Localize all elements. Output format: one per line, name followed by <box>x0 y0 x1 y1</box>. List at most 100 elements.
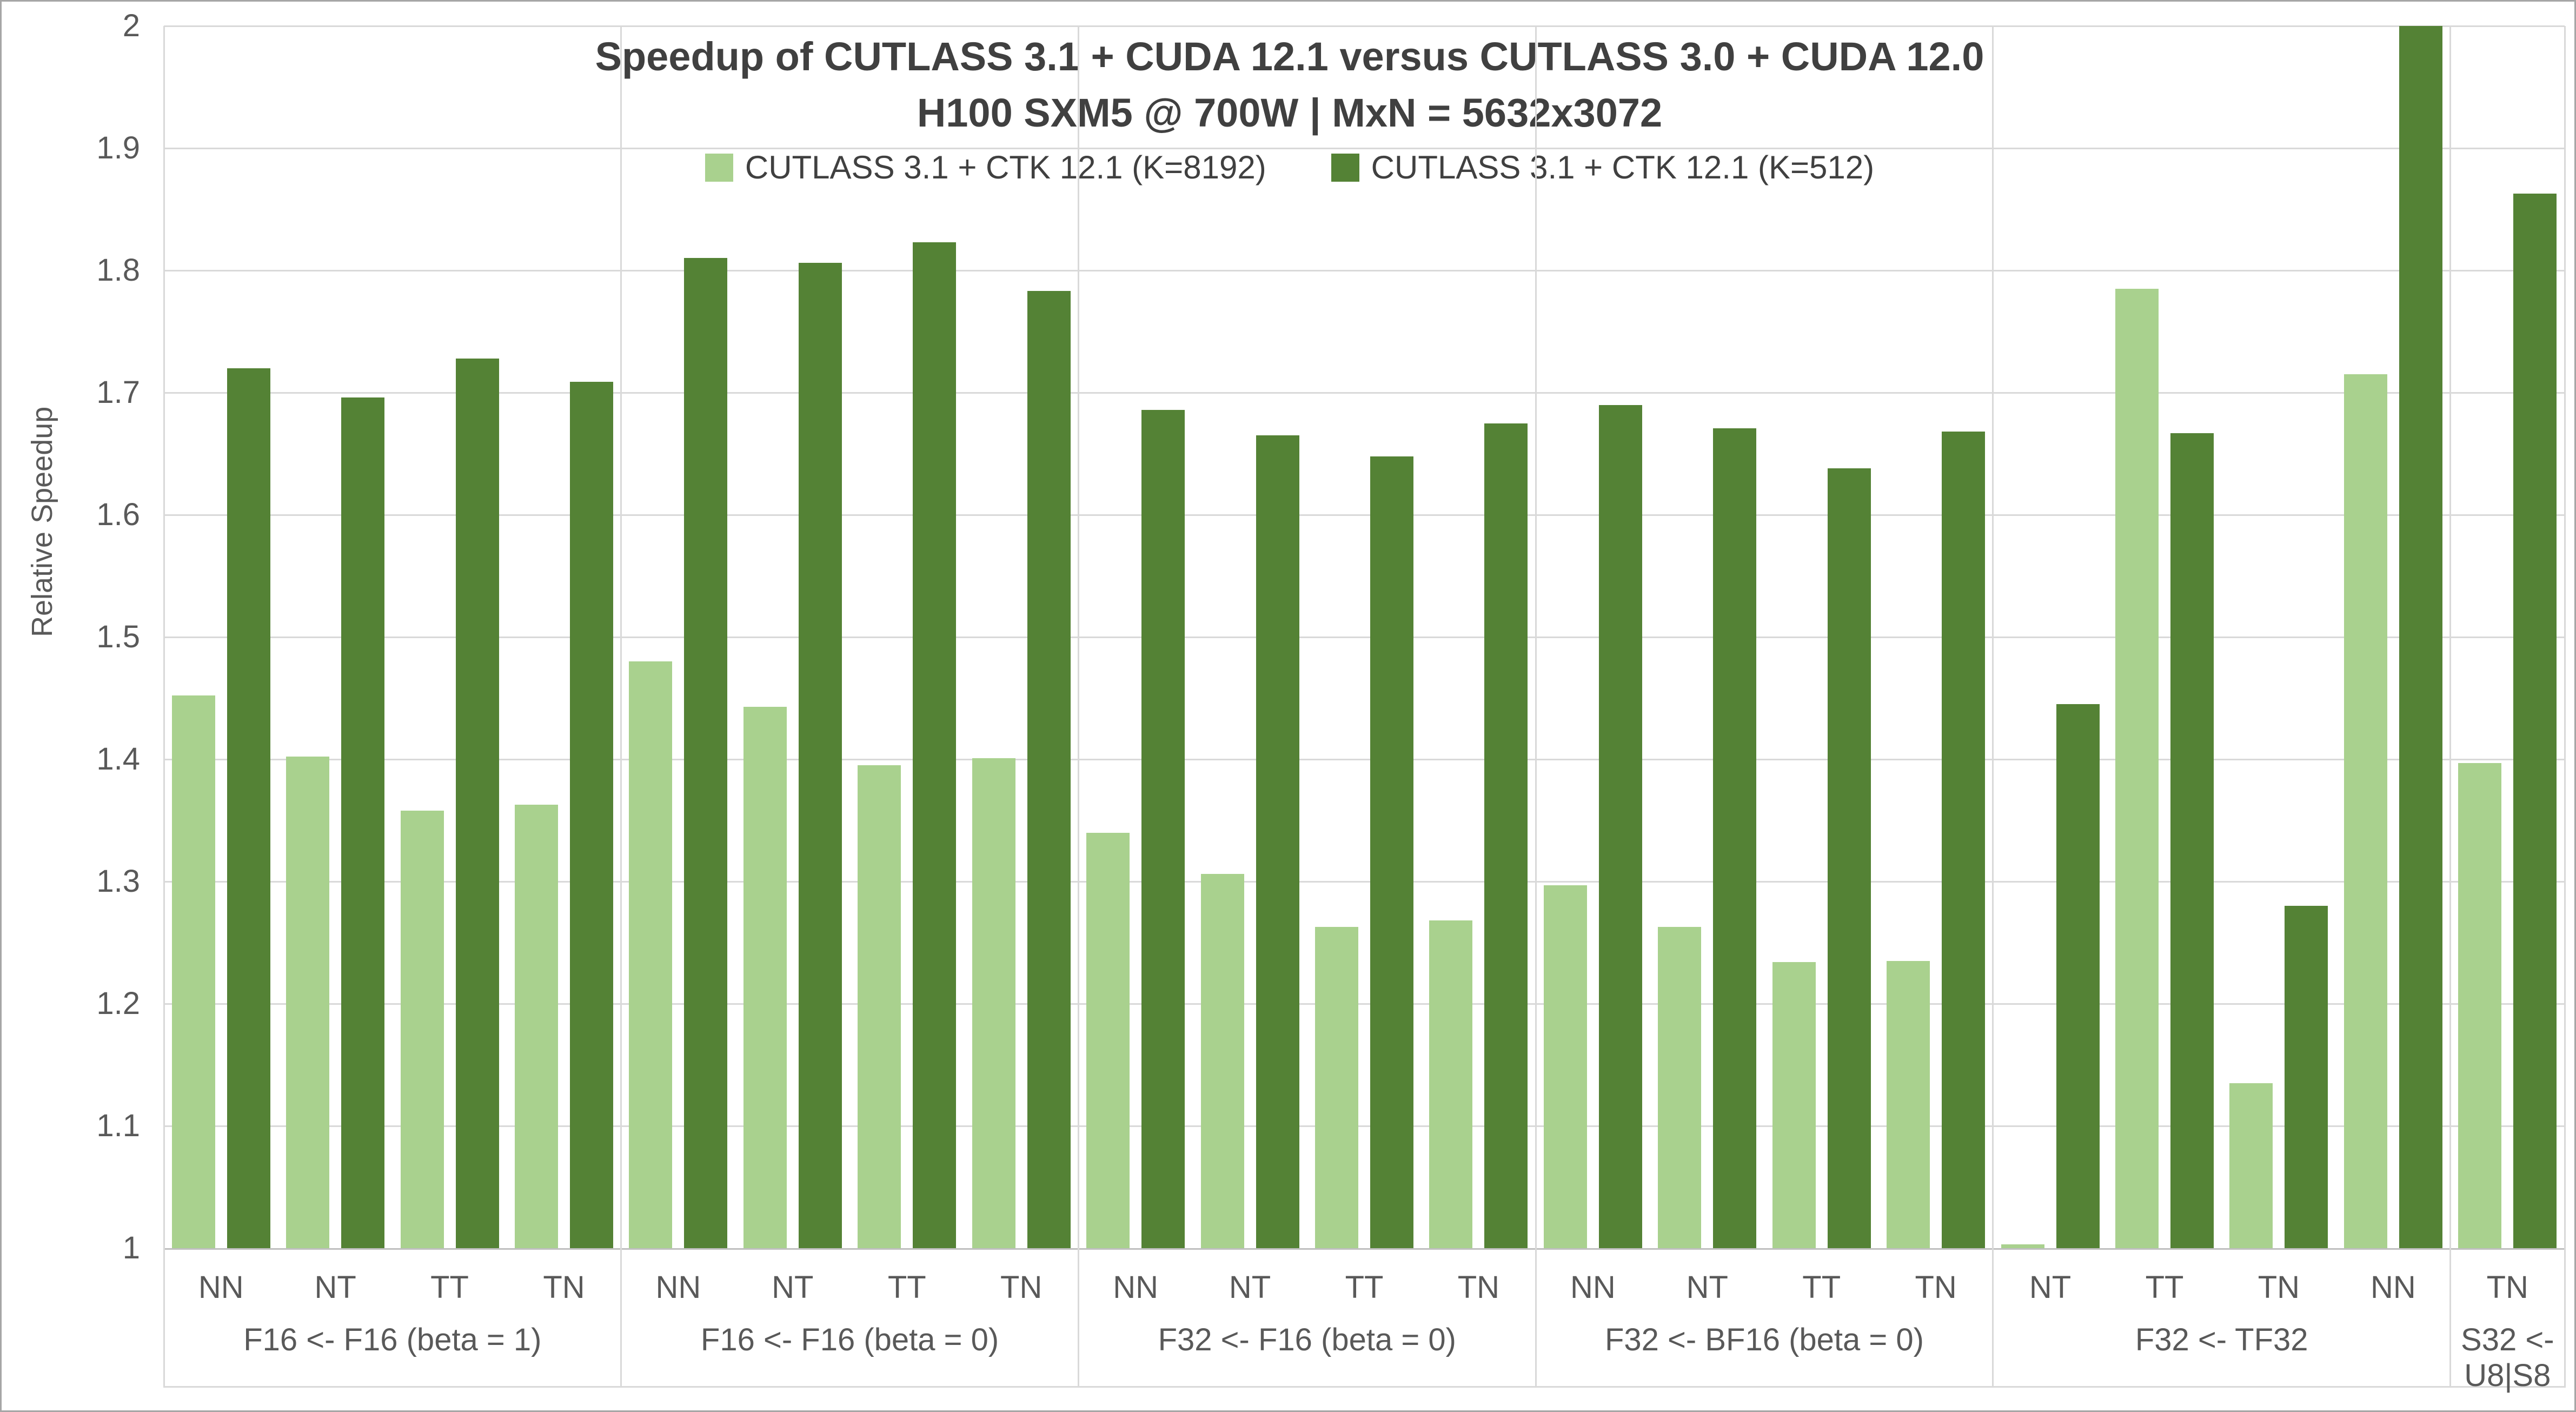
bar-k512-group5-NT <box>2056 704 2100 1248</box>
group-separator-line <box>620 26 622 1388</box>
category-label-NN: NN <box>1570 1270 1616 1305</box>
bar-k512-group6-TN <box>2513 193 2557 1248</box>
bar-k8192-group1-NT <box>286 757 330 1248</box>
gridline-y-1.1 <box>164 1125 2565 1127</box>
bar-k512-group1-TN <box>570 381 613 1248</box>
gridline-y-1.9 <box>164 148 2565 149</box>
category-label-NT: NT <box>2029 1270 2072 1305</box>
category-label-TN: TN <box>1000 1270 1043 1305</box>
category-label-NT: NT <box>1686 1270 1728 1305</box>
category-label-TN: TN <box>2486 1270 2528 1305</box>
category-label-NT: NT <box>772 1270 814 1305</box>
chart-title-line1: Speedup of CUTLASS 3.1 + CUDA 12.1 versu… <box>595 34 1984 79</box>
y-tick-1: 1 <box>122 1230 140 1265</box>
bar-k8192-group5-TN <box>2229 1083 2273 1248</box>
bar-k512-group4-NN <box>1598 405 1642 1248</box>
category-label-NN: NN <box>655 1270 701 1305</box>
plot-area <box>164 25 2565 1248</box>
group-label-4: F32 <- BF16 (beta = 0) <box>1605 1322 1924 1357</box>
group-separator-line <box>2564 26 2566 1388</box>
category-label-NN: NN <box>2370 1270 2416 1305</box>
x-axis-band <box>164 1248 2565 1388</box>
y-tick-1.2: 1.2 <box>96 986 140 1021</box>
bar-k512-group3-NT <box>1256 435 1299 1248</box>
bar-k512-group2-TN <box>1027 291 1071 1248</box>
category-label-TN: TN <box>1915 1270 1957 1305</box>
bar-k512-group4-TT <box>1827 468 1871 1248</box>
gridline-y-2 <box>164 25 2565 27</box>
gridline-y-1.8 <box>164 270 2565 271</box>
y-tick-1.4: 1.4 <box>96 741 140 777</box>
y-tick-1.3: 1.3 <box>96 864 140 899</box>
group-separator-line <box>1077 26 1079 1388</box>
group-separator-line <box>1535 26 1537 1388</box>
bar-k8192-group5-NT <box>2001 1244 2044 1248</box>
gridline-y-1.7 <box>164 392 2565 394</box>
legend-swatch-k512-icon <box>1331 153 1359 182</box>
y-tick-1.8: 1.8 <box>96 253 140 288</box>
bar-k512-group5-TN <box>2285 906 2328 1248</box>
group-label-3: F32 <- F16 (beta = 0) <box>1158 1322 1456 1357</box>
y-tick-1.9: 1.9 <box>96 130 140 165</box>
category-label-TT: TT <box>430 1270 469 1305</box>
group-label-5: F32 <- TF32 <box>2135 1322 2308 1357</box>
bar-k512-group4-TN <box>1942 432 1986 1248</box>
category-label-NN: NN <box>198 1270 244 1305</box>
bar-k8192-group2-TN <box>972 758 1015 1248</box>
gridline-y-1.4 <box>164 759 2565 760</box>
bar-k8192-group3-NN <box>1086 832 1130 1248</box>
bar-k8192-group2-NT <box>743 706 787 1248</box>
bar-k512-group3-NN <box>1141 409 1185 1248</box>
y-tick-1.1: 1.1 <box>96 1108 140 1143</box>
category-label-TN: TN <box>1457 1270 1500 1305</box>
bar-k8192-group1-TT <box>400 810 444 1248</box>
bar-k512-group3-TT <box>1370 456 1413 1248</box>
bar-k8192-group2-NN <box>629 661 673 1248</box>
legend: CUTLASS 3.1 + CTK 12.1 (K=8192) CUTLASS … <box>2 149 2574 186</box>
category-label-NN: NN <box>1113 1270 1159 1305</box>
bar-k8192-group4-NT <box>1658 926 1702 1248</box>
bar-k512-group1-NN <box>227 368 270 1248</box>
bar-k512-group3-TN <box>1484 423 1528 1248</box>
gridline-y-1.5 <box>164 637 2565 638</box>
legend-label-k512: CUTLASS 3.1 + CTK 12.1 (K=512) <box>1371 149 1875 185</box>
bar-k512-group4-NT <box>1713 428 1757 1248</box>
bar-k8192-group2-TT <box>858 765 901 1248</box>
bar-k8192-group1-TN <box>515 804 558 1248</box>
bar-k8192-group4-NN <box>1543 885 1587 1248</box>
bar-k8192-group6-TN <box>2458 763 2502 1248</box>
bar-k8192-group3-TN <box>1429 920 1473 1248</box>
y-tick-1.6: 1.6 <box>96 497 140 532</box>
category-label-TN: TN <box>2258 1270 2300 1305</box>
gridline-y-1.6 <box>164 514 2565 516</box>
group-separator-line <box>163 26 165 1388</box>
legend-label-k8192: CUTLASS 3.1 + CTK 12.1 (K=8192) <box>745 149 1266 185</box>
bar-k8192-group3-TT <box>1315 926 1358 1248</box>
bar-k512-group2-NT <box>798 263 842 1248</box>
category-label-TT: TT <box>2145 1270 2184 1305</box>
gridline-y-1.3 <box>164 881 2565 883</box>
bar-k8192-group1-NN <box>171 695 215 1248</box>
chart-title: Speedup of CUTLASS 3.1 + CUDA 12.1 versu… <box>2 29 2574 141</box>
group-label-6: S32 <- U8|S8 <box>2461 1322 2554 1393</box>
group-label-2: F16 <- F16 (beta = 0) <box>700 1322 999 1357</box>
category-label-TN: TN <box>543 1270 585 1305</box>
y-tick-2: 2 <box>122 8 140 43</box>
bar-k512-group2-NN <box>684 258 728 1248</box>
bar-k8192-group5-NN <box>2343 374 2387 1248</box>
bar-k512-group5-NN <box>2399 26 2442 1248</box>
legend-item-k8192: CUTLASS 3.1 + CTK 12.1 (K=8192) <box>705 149 1266 186</box>
group-separator-line <box>1992 26 1994 1388</box>
category-label-TT: TT <box>1345 1270 1384 1305</box>
y-tick-1.7: 1.7 <box>96 375 140 410</box>
bar-k512-group5-TT <box>2170 433 2214 1248</box>
legend-item-k512: CUTLASS 3.1 + CTK 12.1 (K=512) <box>1331 149 1874 186</box>
category-label-TT: TT <box>887 1270 926 1305</box>
bar-k8192-group4-TT <box>1772 962 1816 1248</box>
chart-title-line2: H100 SXM5 @ 700W | MxN = 5632x3072 <box>917 90 1663 135</box>
bar-k8192-group5-TT <box>2115 288 2159 1248</box>
group-separator-line <box>2449 26 2452 1388</box>
bar-k512-group2-TT <box>913 242 957 1248</box>
y-tick-1.5: 1.5 <box>96 619 140 654</box>
bar-k8192-group4-TN <box>1887 960 1930 1248</box>
